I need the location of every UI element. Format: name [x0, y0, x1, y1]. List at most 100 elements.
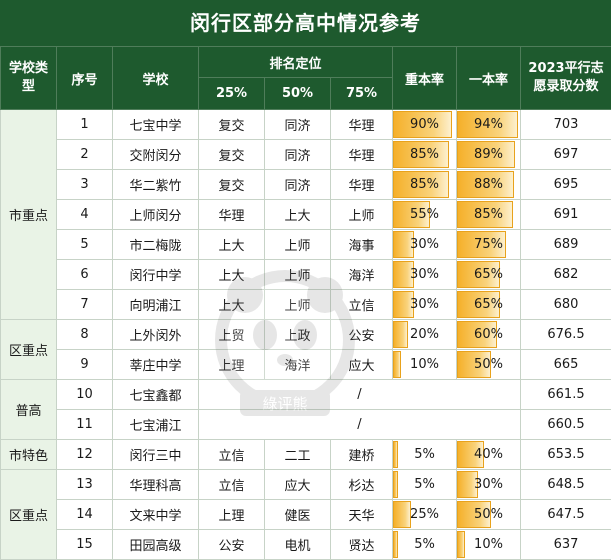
seq-cell: 8: [57, 320, 113, 350]
score-cell: 676.5: [521, 320, 611, 350]
zhongben-rate-value: 20%: [410, 327, 439, 342]
yiben-rate-value: 65%: [474, 267, 503, 282]
rank-50-cell: 同济: [265, 110, 331, 140]
school-type-cell: 区重点: [1, 470, 57, 560]
rank-50-cell: 上师: [265, 230, 331, 260]
rank-25-cell: 公安: [199, 530, 265, 560]
seq-cell: 14: [57, 500, 113, 530]
yiben-rate-cell: 65%: [457, 290, 521, 320]
rank-50-cell: 上大: [265, 200, 331, 230]
header-yiben: 一本率: [457, 47, 521, 110]
zhongben-rate-value: 30%: [410, 237, 439, 252]
rank-50-cell: 上政: [265, 320, 331, 350]
zhongben-rate-cell: 30%: [393, 230, 457, 260]
rank-50-cell: 同济: [265, 140, 331, 170]
zhongben-rate-value: 5%: [414, 477, 435, 492]
zhongben-rate-value: 55%: [410, 207, 439, 222]
rank-75-cell: 应大: [331, 350, 393, 380]
seq-cell: 5: [57, 230, 113, 260]
yiben-rate-cell: 75%: [457, 230, 521, 260]
school-name-cell: 上外闵外: [113, 320, 199, 350]
yiben-rate-cell: 30%: [457, 470, 521, 500]
yiben-rate-cell: 89%: [457, 140, 521, 170]
school-name-cell: 华二紫竹: [113, 170, 199, 200]
score-cell: 665: [521, 350, 611, 380]
school-name-cell: 上师闵分: [113, 200, 199, 230]
header-zhongben: 重本率: [393, 47, 457, 110]
school-name-cell: 莘庄中学: [113, 350, 199, 380]
school-name-cell: 向明浦江: [113, 290, 199, 320]
page-title: 闵行区部分高中情况参考: [0, 0, 611, 46]
zhongben-rate-cell: 85%: [393, 140, 457, 170]
rank-75-cell: 华理: [331, 110, 393, 140]
rank-75-cell: 华理: [331, 170, 393, 200]
rank-75-cell: 杉达: [331, 470, 393, 500]
zhongben-rate-cell: 30%: [393, 260, 457, 290]
school-name-cell: 闵行中学: [113, 260, 199, 290]
rank-25-cell: 上大: [199, 260, 265, 290]
rank-75-cell: 海洋: [331, 260, 393, 290]
score-cell: 689: [521, 230, 611, 260]
header-rank-25: 25%: [199, 78, 265, 110]
yiben-rate-cell: 65%: [457, 260, 521, 290]
zhongben-rate-value: 85%: [410, 147, 439, 162]
rank-75-cell: 公安: [331, 320, 393, 350]
yiben-rate-value: 50%: [474, 507, 503, 522]
yiben-rate-value: 94%: [474, 117, 503, 132]
zhongben-rate-bar: [393, 471, 398, 498]
rank-25-cell: 复交: [199, 110, 265, 140]
school-table: 学校类型 序号 学校 排名定位 重本率 一本率 2023平行志愿录取分数 25%…: [0, 46, 611, 560]
rank-50-cell: 电机: [265, 530, 331, 560]
score-cell: 703: [521, 110, 611, 140]
header-rank-75: 75%: [331, 78, 393, 110]
school-name-cell: 田园高级: [113, 530, 199, 560]
rank-slash-cell: /: [199, 410, 521, 440]
rank-75-cell: 立信: [331, 290, 393, 320]
rank-75-cell: 建桥: [331, 440, 393, 470]
school-type-cell: 区重点: [1, 320, 57, 380]
zhongben-rate-cell: 10%: [393, 350, 457, 380]
yiben-rate-value: 89%: [474, 147, 503, 162]
school-name-cell: 七宝鑫都: [113, 380, 199, 410]
yiben-rate-cell: 10%: [457, 530, 521, 560]
yiben-rate-cell: 40%: [457, 440, 521, 470]
zhongben-rate-bar: [393, 531, 398, 558]
zhongben-rate-cell: 30%: [393, 290, 457, 320]
rank-75-cell: 贤达: [331, 530, 393, 560]
rank-25-cell: 上大: [199, 290, 265, 320]
zhongben-rate-value: 5%: [414, 447, 435, 462]
rank-slash-cell: /: [199, 380, 521, 410]
yiben-rate-cell: 88%: [457, 170, 521, 200]
zhongben-rate-cell: 90%: [393, 110, 457, 140]
rank-50-cell: 上师: [265, 260, 331, 290]
yiben-rate-value: 75%: [474, 237, 503, 252]
zhongben-rate-cell: 20%: [393, 320, 457, 350]
score-cell: 697: [521, 140, 611, 170]
rank-50-cell: 同济: [265, 170, 331, 200]
zhongben-rate-cell: 55%: [393, 200, 457, 230]
rank-75-cell: 华理: [331, 140, 393, 170]
rank-75-cell: 上师: [331, 200, 393, 230]
yiben-rate-value: 88%: [474, 177, 503, 192]
rank-50-cell: 应大: [265, 470, 331, 500]
seq-cell: 12: [57, 440, 113, 470]
rank-25-cell: 华理: [199, 200, 265, 230]
score-cell: 653.5: [521, 440, 611, 470]
header-seq: 序号: [57, 47, 113, 110]
school-name-cell: 文来中学: [113, 500, 199, 530]
seq-cell: 11: [57, 410, 113, 440]
school-type-cell: 市重点: [1, 110, 57, 320]
zhongben-rate-bar: [393, 441, 398, 468]
school-name-cell: 华理科高: [113, 470, 199, 500]
score-cell: 661.5: [521, 380, 611, 410]
yiben-rate-cell: 50%: [457, 500, 521, 530]
school-type-cell: 普高: [1, 380, 57, 440]
